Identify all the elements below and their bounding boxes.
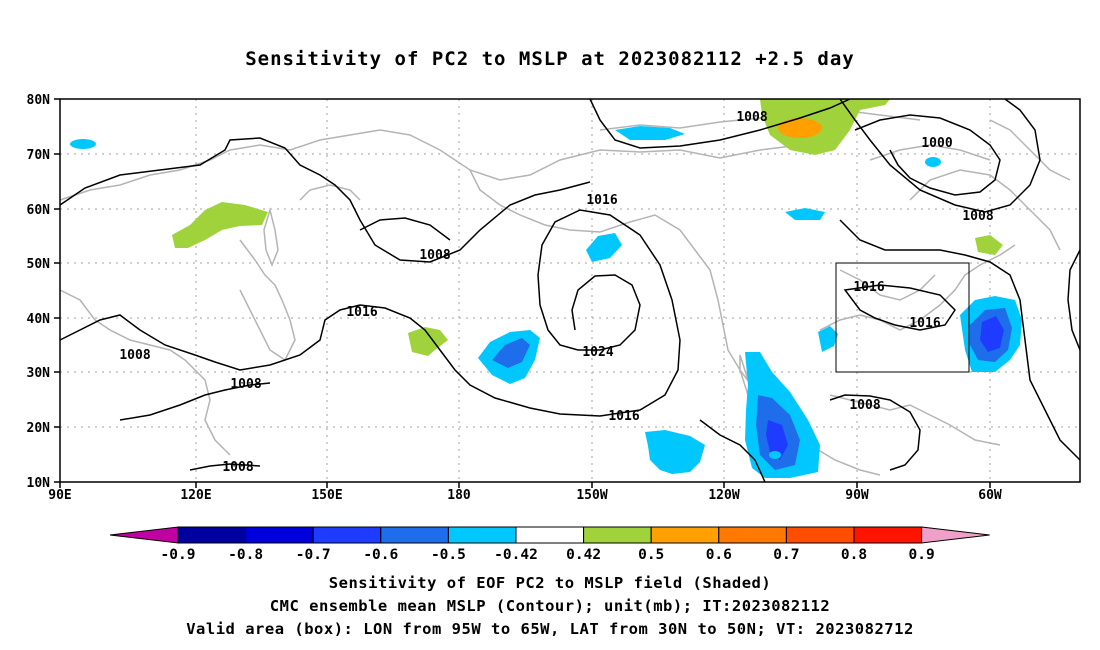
contour-label: 1016 <box>346 305 377 320</box>
colorbar-segment <box>515 526 585 544</box>
colorbar-segment <box>718 526 787 544</box>
contour-label: 1016 <box>586 193 617 208</box>
lat-label: 40N <box>27 312 51 327</box>
contour-label: 1008 <box>119 348 150 363</box>
contour-label: 1008 <box>419 248 450 263</box>
lat-label: 50N <box>27 257 51 272</box>
sensitivity-shading <box>70 99 1022 478</box>
colorbar-segment <box>853 526 923 544</box>
colorbar-label: 0.5 <box>638 547 664 563</box>
colorbar-low-end <box>109 526 179 544</box>
axis-ticks <box>54 98 991 488</box>
colorbar-label: -0.9 <box>161 547 196 563</box>
lon-label: 150E <box>311 488 342 503</box>
lon-label: 90W <box>845 488 869 503</box>
contour-label: 1008 <box>849 398 880 413</box>
lon-label: 120E <box>180 488 211 503</box>
lat-label: 60N <box>27 203 51 218</box>
colorbar-segment <box>380 526 449 544</box>
caption-contour: CMC ensemble mean MSLP (Contour); unit(m… <box>269 597 831 615</box>
mslp-contours <box>59 98 1081 483</box>
colorbar-label: -0.42 <box>494 547 538 563</box>
contour-label: 1008 <box>736 110 767 125</box>
lon-label: 180 <box>447 488 471 503</box>
lon-label: 60W <box>978 488 1002 503</box>
contour-label: 1008 <box>230 377 261 392</box>
colorbar-label: 0.7 <box>773 547 799 563</box>
contour-label-group: 1008 1000 1008 1016 1008 1016 1024 1016 … <box>119 110 993 475</box>
colorbar-segment <box>650 526 720 544</box>
contour-label: 1008 <box>222 460 253 475</box>
contour-label: 1024 <box>582 345 613 360</box>
colorbar-label: 0.6 <box>706 547 732 563</box>
lat-label: 10N <box>27 476 51 491</box>
contour-label: 1016 <box>608 409 639 424</box>
contour-label: 1008 <box>962 209 993 224</box>
colorbar-label: 0.9 <box>908 547 934 563</box>
colorbar-label: -0.5 <box>431 547 466 563</box>
colorbar-high-end <box>921 526 990 544</box>
colorbar-labels: -0.9 -0.8 -0.7 -0.6 -0.5 -0.42 0.42 0.5 … <box>161 547 935 563</box>
colorbar-segment <box>245 526 314 544</box>
lat-label: 70N <box>27 148 51 163</box>
map-title: Sensitivity of PC2 to MSLP at 2023082112… <box>245 48 855 70</box>
lon-label: 90E <box>48 488 71 503</box>
lat-labels: 80N 70N 60N 50N 40N 30N 20N 10N <box>27 93 51 491</box>
caption-shaded: Sensitivity of EOF PC2 to MSLP field (Sh… <box>328 574 772 592</box>
colorbar-label: 0.8 <box>841 547 867 563</box>
colorbar-label: -0.6 <box>363 547 398 563</box>
lat-label: 20N <box>27 421 51 436</box>
contour-label: 1016 <box>853 280 884 295</box>
valid-area-box <box>835 262 970 373</box>
map-frame <box>59 98 1081 483</box>
colorbar-segment <box>312 526 382 544</box>
lat-label: 30N <box>27 366 51 381</box>
lon-labels: 90E 120E 150E 180 150W 120W 90W 60W <box>48 488 1002 503</box>
lon-label: 150W <box>576 488 607 503</box>
colorbar-segment <box>583 526 652 544</box>
colorbar-label: 0.42 <box>566 547 601 563</box>
colorbar-label: -0.8 <box>228 547 263 563</box>
colorbar-segment <box>785 526 855 544</box>
caption-valid-area: Valid area (box): LON from 95W to 65W, L… <box>186 620 914 638</box>
map-background <box>60 99 1080 482</box>
contour-label: 1000 <box>921 136 952 151</box>
colorbar-segment <box>447 526 517 544</box>
lon-label: 120W <box>708 488 739 503</box>
colorbar-label: -0.7 <box>296 547 331 563</box>
colorbar <box>109 526 990 544</box>
lat-label: 80N <box>27 93 51 108</box>
colorbar-segment <box>177 526 247 544</box>
contour-label: 1016 <box>909 316 940 331</box>
